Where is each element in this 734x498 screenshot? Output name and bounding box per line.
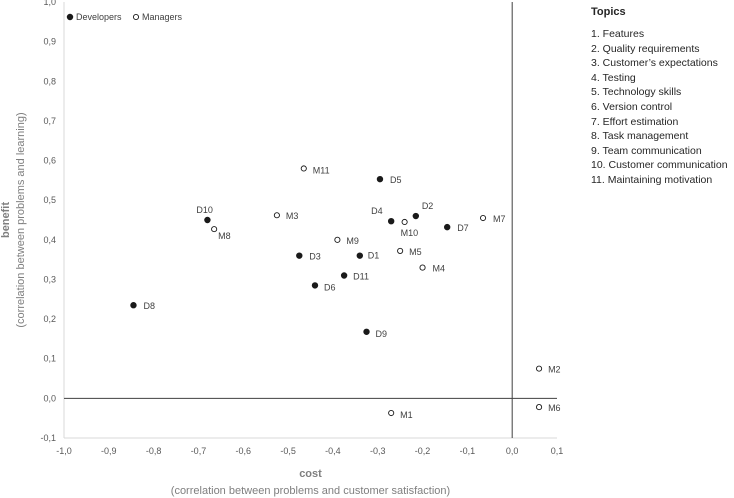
developer-point-d9 <box>363 328 370 335</box>
point-label-d8: D8 <box>143 301 155 311</box>
developer-point-d7 <box>443 223 451 231</box>
axes <box>63 2 557 439</box>
point-label-m9: M9 <box>346 236 359 246</box>
y-tick-label: 0,5 <box>43 195 56 205</box>
y-tick-label: 0,6 <box>43 156 56 166</box>
x-tick-label: -0,3 <box>370 446 386 456</box>
point-label-m5: M5 <box>409 247 422 257</box>
y-tick-label: 0,2 <box>43 314 56 324</box>
point-label-m8: M8 <box>218 231 231 241</box>
developer-point-d1 <box>356 252 363 259</box>
point-label-m2: M2 <box>548 365 561 375</box>
x-axis-subtitle: (correlation between problems and custom… <box>171 485 450 497</box>
developer-point-d4 <box>387 217 395 225</box>
point-label-m10: M10 <box>401 228 419 238</box>
y-tick-label: 0,8 <box>43 76 56 86</box>
point-label-d11: D11 <box>353 271 369 281</box>
topic-item: 6. Version control <box>591 100 673 113</box>
point-label-m11: M11 <box>313 165 330 175</box>
point-label-d2: D2 <box>422 201 434 211</box>
developer-point-d8 <box>130 302 137 309</box>
x-tick-label: 0,0 <box>506 446 519 456</box>
point-label-m7: M7 <box>493 214 506 224</box>
point-label-d4: D4 <box>371 206 383 216</box>
x-tick-label: -0,6 <box>236 446 252 456</box>
legend-marker-developers <box>66 13 74 21</box>
y-axis-subtitle: (correlation between problems and learni… <box>15 112 27 327</box>
x-tick-label: -0,9 <box>101 446 117 456</box>
point-label-m4: M4 <box>433 264 446 274</box>
topic-item: 1. Features <box>591 28 645 40</box>
y-tick-label: 0,3 <box>43 274 56 284</box>
topic-item: 8. Task management <box>591 130 689 143</box>
manager-point-m5 <box>397 247 404 254</box>
manager-point-m4 <box>419 264 426 271</box>
legend-label-managers: Managers <box>142 12 183 22</box>
manager-point-m3 <box>273 212 280 219</box>
x-tick-label: -0,4 <box>325 446 341 456</box>
topics-list: 1. Features 2. Quality requirements 3. C… <box>591 27 731 188</box>
tick-labels: -1,0 -0,9 -0,8 -0,7 -0,6 -0,5 -0,4 -0,3 -0,2 -0,1… <box>40 0 563 456</box>
legend-label-developers: Developers <box>76 12 122 22</box>
x-tick-label: -1,0 <box>56 446 72 456</box>
topic-item: 4. Testing <box>591 71 636 84</box>
manager-point-m10 <box>401 218 408 226</box>
manager-point-m2 <box>536 365 543 372</box>
point-label-d9: D9 <box>376 329 388 339</box>
point-label-d7: D7 <box>457 223 469 233</box>
topic-item: 5. Technology skills <box>591 86 682 99</box>
manager-point-m8 <box>211 226 218 233</box>
legend-marker-managers <box>132 13 140 21</box>
manager-point-m7 <box>479 214 487 222</box>
x-tick-label: -0,2 <box>415 446 431 456</box>
y-tick-label: 1,0 <box>43 0 56 7</box>
manager-point-m11 <box>300 165 307 172</box>
point-label-d5: D5 <box>390 175 402 185</box>
topics-panel: Topics 1. Features 2. Quality requiremen… <box>591 6 731 188</box>
x-tick-label: -0,1 <box>460 446 476 456</box>
point-label-m6: M6 <box>548 403 561 413</box>
topic-item: 7. Effort estimation <box>591 115 679 128</box>
developer-point-d5 <box>376 175 384 183</box>
manager-point-m1 <box>388 409 395 417</box>
manager-point-m9 <box>334 236 341 243</box>
x-tick-label: -0,8 <box>146 446 162 456</box>
topic-item: 11. Maintaining motivation <box>591 173 713 186</box>
developer-point-d2 <box>412 212 420 220</box>
y-tick-label: 0,7 <box>43 116 56 126</box>
x-tick-label: -0,7 <box>191 446 207 456</box>
y-tick-label: 0,0 <box>43 393 56 403</box>
developer-point-d10 <box>204 216 211 224</box>
y-tick-label: 0,4 <box>43 235 56 245</box>
point-label-m3: M3 <box>286 211 299 221</box>
y-tick-label: 0,9 <box>43 37 56 47</box>
point-label-d1: D1 <box>368 251 380 261</box>
x-tick-label: 0,1 <box>551 446 564 456</box>
topics-title: Topics <box>591 6 626 18</box>
scatter-chart: -1,0 -0,9 -0,8 -0,7 -0,6 -0,5 -0,4 -0,3 -0,2 -0,1… <box>0 0 563 497</box>
manager-point-m6 <box>536 404 543 411</box>
developer-point-d11 <box>340 272 348 279</box>
topic-item: 9. Team communication <box>591 144 702 157</box>
x-axis-title: cost <box>299 468 322 480</box>
topic-item: 2. Quality requirements <box>591 42 700 55</box>
data-points: D1 D2 D3 D4 D5 D6 D7 D8 D9 D10 D11 M1 M2 M3 M4 M5 M6 M7 M8… <box>130 165 561 420</box>
legend: Developers Managers <box>66 12 183 22</box>
topic-item: 10. Customer communication <box>591 159 728 172</box>
point-label-d6: D6 <box>324 282 336 292</box>
y-axis-title: benefit <box>0 202 12 238</box>
developer-point-d3 <box>296 252 303 259</box>
x-tick-label: -0,5 <box>280 446 296 456</box>
point-label-d3: D3 <box>309 252 321 262</box>
y-tick-label: 0,1 <box>43 354 56 364</box>
developer-point-d6 <box>311 282 319 289</box>
topic-item: 3. Customer’s expectations <box>591 57 718 70</box>
point-label-d10: D10 <box>196 205 213 215</box>
y-tick-label: -0,1 <box>40 433 56 443</box>
point-label-m1: M1 <box>400 410 413 420</box>
